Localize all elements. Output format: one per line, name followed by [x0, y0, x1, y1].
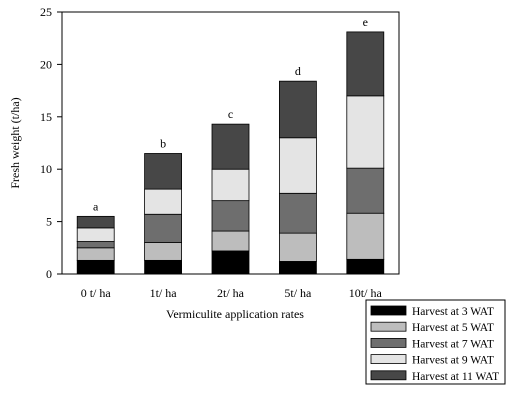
bar-segment-4: [211, 168, 250, 202]
bar-annotation: e: [363, 15, 368, 29]
x-tick-label: 2t/ ha: [217, 286, 245, 300]
bar-segment-5: [346, 31, 385, 97]
bar-segment-4: [144, 188, 183, 215]
legend-label: Harvest at 3 WAT: [412, 306, 494, 318]
bar-segment-4: [346, 95, 385, 169]
bar-segment-2: [346, 212, 385, 260]
bar-segment-1: [211, 250, 250, 275]
bar-annotation: a: [93, 199, 99, 213]
x-tick-label: 5t/ ha: [284, 286, 312, 300]
legend-swatch: [370, 354, 407, 365]
legend-swatch: [370, 370, 407, 381]
bar-segment-4: [76, 227, 115, 242]
bar-segment-3: [278, 192, 317, 234]
bar-segment-3: [144, 213, 183, 243]
bar-annotation: b: [160, 136, 166, 150]
y-tick-label: 5: [46, 215, 52, 229]
legend: Harvest at 3 WAT Harvest at 5 WAT Harvest …: [365, 299, 506, 385]
legend-swatch: [370, 321, 407, 332]
x-axis-label: Vermiculite application rates: [166, 307, 304, 321]
y-tick-label: 10: [40, 162, 52, 176]
y-axis-label: Fresh weight (t/ha): [8, 97, 22, 188]
bar-annotation: c: [228, 107, 233, 121]
x-tick-label: 0 t/ ha: [81, 286, 112, 300]
y-tick-label: 15: [40, 110, 52, 124]
bar-segment-3: [211, 200, 250, 232]
bar-segment-1: [144, 259, 183, 275]
legend-label: Harvest at 5 WAT: [412, 322, 494, 334]
y-tick-label: 25: [40, 5, 52, 19]
legend-label: Harvest at 9 WAT: [412, 355, 494, 367]
bar-segment-1: [278, 261, 317, 275]
bar-segment-2: [211, 230, 250, 252]
y-tick-label: 20: [40, 57, 52, 71]
annotations-group: a b c d e: [93, 15, 368, 213]
bar-segment-4: [278, 137, 317, 194]
bar-segment-5: [211, 123, 250, 170]
x-tick-label: 10t/ ha: [349, 286, 383, 300]
bar-segment-5: [76, 215, 115, 229]
bar-segment-5: [278, 80, 317, 139]
bars-group: [76, 31, 385, 275]
legend-label: Harvest at 7 WAT: [412, 338, 494, 350]
bar-segment-3: [346, 167, 385, 214]
bar-segment-3: [76, 241, 115, 249]
legend-swatch: [370, 337, 407, 348]
y-axis: 0 5 10 15 20 25: [40, 5, 62, 281]
bar-annotation: d: [295, 64, 301, 78]
x-tick-label: 1t/ ha: [150, 286, 178, 300]
bar-segment-1: [76, 259, 115, 275]
bar-segment-5: [144, 153, 183, 190]
bar-segment-2: [144, 242, 183, 261]
bar-segment-2: [76, 247, 115, 261]
x-axis: 0 t/ ha 1t/ ha 2t/ ha 5t/ ha 10t/ ha: [81, 286, 383, 300]
legend-swatch: [370, 305, 407, 316]
legend-label: Harvest at 11 WAT: [412, 371, 499, 383]
y-tick-label: 0: [46, 267, 52, 281]
bar-segment-1: [346, 258, 385, 275]
bar-segment-2: [278, 232, 317, 262]
